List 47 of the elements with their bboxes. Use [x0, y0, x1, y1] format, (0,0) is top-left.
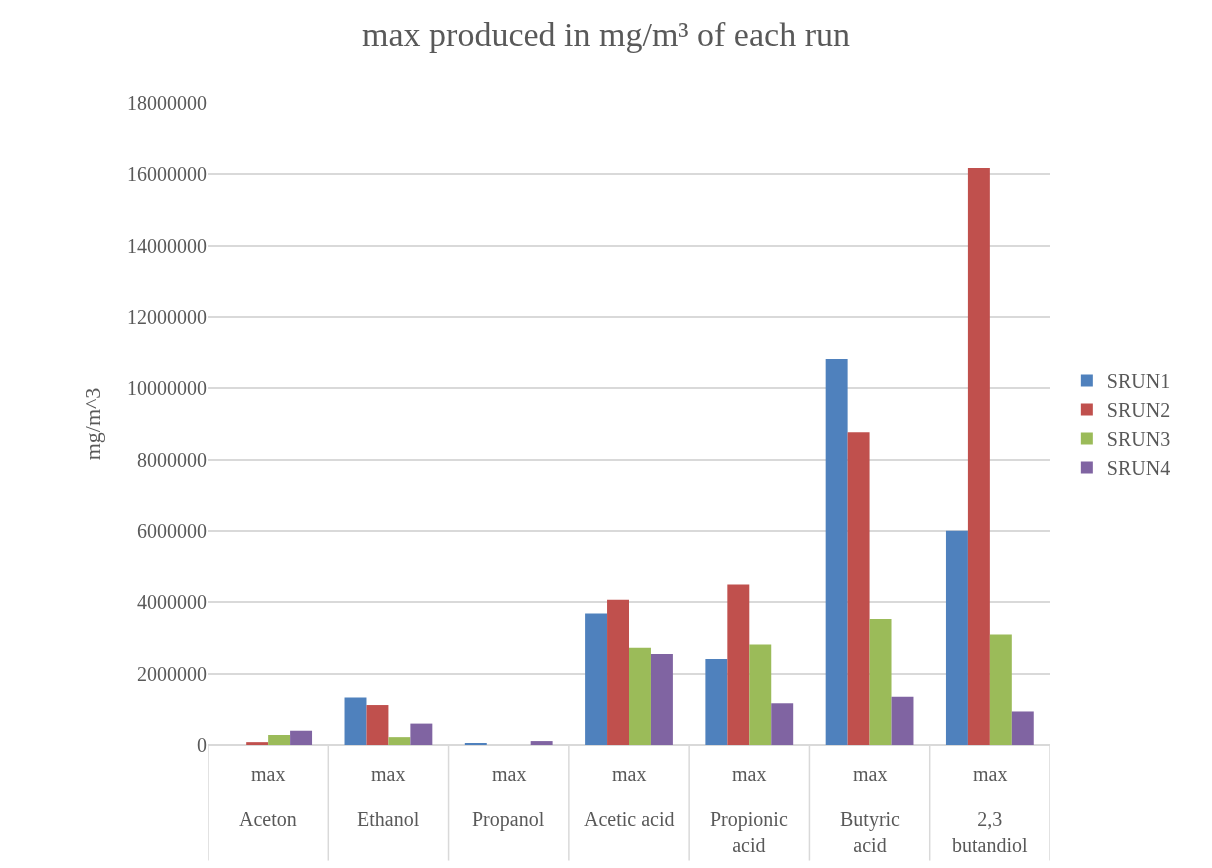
y-tick-label: 6000000 [137, 520, 207, 542]
bar [366, 705, 389, 745]
x-tick-label: max Propionic acid [710, 763, 788, 856]
x-tick-label: max Ethanol [357, 763, 420, 830]
bar [967, 167, 990, 745]
y-axis-title: mg/m^3 [79, 387, 105, 461]
legend-label: SRUN3 [1106, 428, 1171, 451]
bar [268, 735, 291, 745]
y-tick-label: 0 [197, 734, 207, 756]
bar [1011, 711, 1034, 745]
x-tick-label: max Propanol [472, 763, 545, 831]
legend-label: SRUN4 [1106, 457, 1171, 480]
y-tick-label: 10000000 [127, 377, 207, 400]
y-tick-label: 4000000 [137, 591, 207, 614]
bar [847, 432, 870, 745]
x-tick-label: max Butyric acid [840, 763, 901, 856]
bar [344, 697, 367, 745]
bar [749, 644, 772, 745]
bar [705, 659, 728, 745]
bar [891, 696, 914, 745]
bar [607, 599, 629, 745]
y-tick-label: 18000000 [127, 92, 207, 114]
bar [825, 359, 848, 745]
bar [629, 647, 651, 745]
bar [388, 737, 411, 745]
x-tick-label: max Aceton [239, 763, 297, 830]
x-tick-label: max Acetic acid [584, 763, 675, 830]
y-tick-label: 14000000 [127, 234, 207, 257]
bar [869, 619, 892, 745]
bar [650, 654, 673, 745]
bar [989, 634, 1012, 745]
bar [585, 613, 608, 745]
bar [290, 730, 313, 745]
bar [246, 742, 269, 745]
bar [410, 723, 433, 745]
legend-label: SRUN2 [1106, 399, 1171, 422]
y-tick-label: 12000000 [127, 306, 207, 328]
bar [771, 703, 794, 745]
y-tick-label: 2000000 [137, 662, 207, 685]
y-tick-label: 16000000 [127, 163, 207, 186]
bar [727, 584, 750, 745]
bar [530, 741, 553, 745]
chart-title: max produced in mg/m³ of each run [362, 15, 850, 53]
x-tick-label: max 2,3 butandiol [952, 763, 1028, 856]
y-tick-label: 8000000 [137, 448, 207, 471]
bar [945, 530, 968, 745]
legend-label: SRUN1 [1106, 370, 1171, 393]
